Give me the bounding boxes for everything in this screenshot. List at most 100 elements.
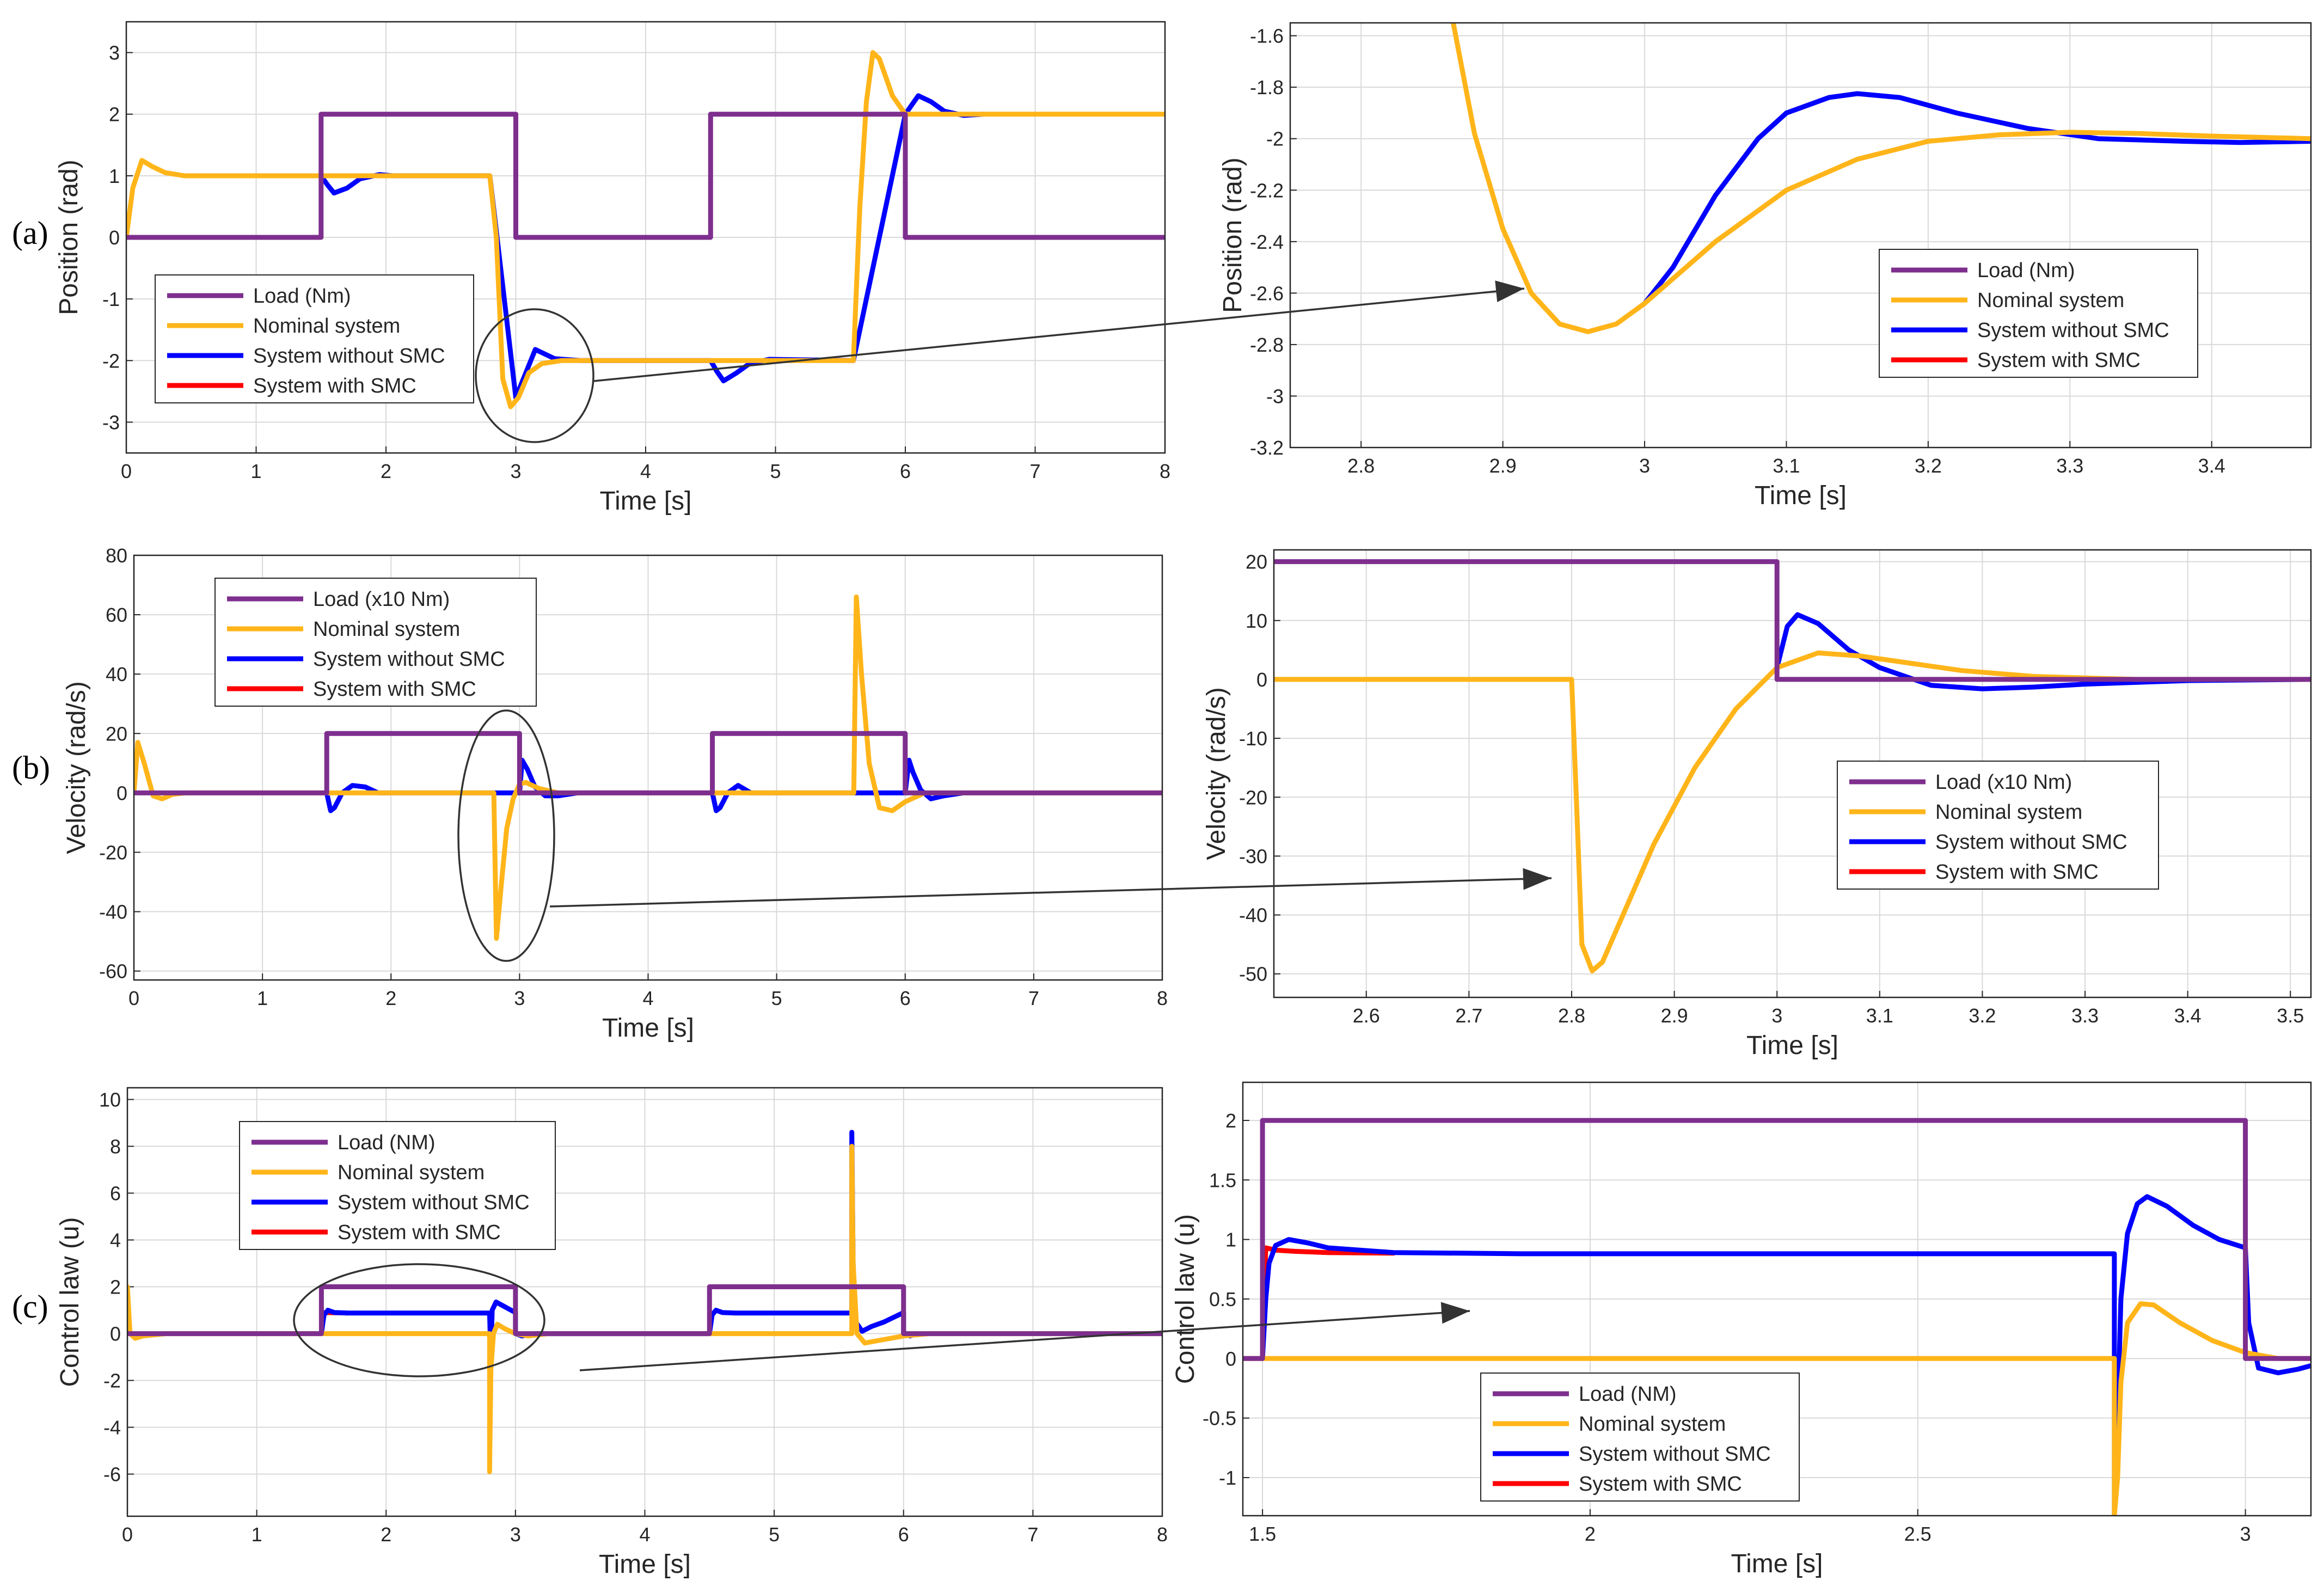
- y-tick-label: 60: [106, 604, 127, 626]
- x-tick-label: 4: [639, 1523, 650, 1546]
- y-tick-label: 1: [109, 165, 120, 187]
- x-tick-label: 4: [640, 460, 651, 482]
- x-tick-label: 0: [122, 1523, 133, 1546]
- y-tick-label: 80: [106, 544, 127, 567]
- y-tick-label: -3: [102, 411, 120, 433]
- x-tick-label: 7: [1027, 1523, 1038, 1546]
- x-tick-label: 2: [1585, 1523, 1596, 1545]
- series-group: [1274, 559, 2311, 973]
- x-tick-label: 3.5: [2277, 1004, 2304, 1027]
- y-tick-label: -1.8: [1250, 76, 1284, 99]
- y-tick-label: -2: [102, 350, 120, 372]
- y-tick-label: 20: [1246, 551, 1267, 573]
- y-axis-label: Control law (u): [56, 1217, 84, 1387]
- x-tick-label: 1: [257, 987, 268, 1009]
- legend-entry: System with SMC: [1579, 1473, 1742, 1496]
- x-tick-label: 6: [898, 1523, 909, 1546]
- y-tick-label: -6: [103, 1463, 121, 1486]
- legend: Load (NM) Nominal system System without SM…: [239, 1121, 556, 1250]
- series-group: [127, 1130, 1162, 1474]
- legend-entry: Nominal system: [338, 1161, 485, 1184]
- y-tick-label: 10: [1246, 610, 1267, 632]
- arrow-head: [1495, 280, 1524, 303]
- zoom-arrow: [549, 877, 1552, 908]
- x-tick-label: 0: [128, 987, 139, 1009]
- series-load-nm-: [127, 1284, 1162, 1337]
- legend: Load (NM) Nominal system System without SM…: [1480, 1373, 1800, 1502]
- y-axis-label: Position (rad): [1218, 157, 1247, 313]
- y-tick-label: -3: [1266, 385, 1284, 407]
- zoom-arrow: [579, 1310, 1470, 1371]
- x-tick-label: 6: [900, 460, 911, 482]
- x-tick-label: 5: [770, 460, 781, 482]
- chart-a_zoom: 2.8 2.9 3 3.1 3.2 3.3 3.4 -3.2 -3 -2.8 -2.6 -2.4 -2.…: [1218, 22, 2312, 510]
- y-tick-label: 0.5: [1209, 1288, 1236, 1310]
- x-axis-label: Time [s]: [1731, 1549, 1823, 1578]
- legend-entry: Load (Nm): [253, 285, 351, 308]
- y-tick-label: -3.2: [1250, 437, 1284, 459]
- y-tick-label: -4: [103, 1417, 121, 1439]
- x-tick-label: 2.7: [1455, 1004, 1482, 1027]
- legend-entry: Nominal system: [1977, 289, 2124, 312]
- series-load-nm-: [126, 112, 1165, 240]
- legend: Load (x10 Nm) Nominal system System withou…: [1837, 761, 2159, 890]
- chart-b_full: 0 1 2 3 4 5 6 7 8 -60 -40 -20 0 20 40 60 80 Time [s] Veloc…: [62, 544, 1168, 1043]
- y-tick-label: 0: [109, 226, 120, 249]
- legend-entry: System without SMC: [338, 1191, 530, 1214]
- y-tick-label: -60: [99, 960, 127, 983]
- y-tick-label: -30: [1239, 845, 1267, 867]
- x-tick-label: 3: [1639, 455, 1650, 477]
- x-tick-label: 3: [510, 460, 521, 482]
- y-tick-label: 2: [1225, 1110, 1236, 1132]
- legend-entry: Nominal system: [253, 315, 400, 338]
- axes-box: [1289, 22, 2312, 449]
- legend-entry: System without SMC: [1977, 319, 2169, 342]
- x-tick-label: 3: [510, 1523, 521, 1546]
- y-tick-label: 0: [1225, 1347, 1236, 1370]
- series-load-nm-: [1243, 1118, 2311, 1361]
- x-tick-label: 3.3: [2071, 1004, 2099, 1027]
- chart-a_full: 0 1 2 3 4 5 6 7 8 -3 -2 -1 0 1 2 3 Time [s] Position (rad…: [54, 21, 1170, 516]
- arrow-head: [1440, 1302, 1470, 1324]
- legend-entry: System without SMC: [313, 648, 505, 671]
- x-tick-label: 8: [1157, 987, 1168, 1009]
- chart-b_zoom: 2.6 2.7 2.8 2.9 3 3.1 3.2 3.3 3.4 3.5 -50 -40 -30 -20…: [1202, 549, 2312, 1060]
- legend-entry: System without SMC: [1579, 1443, 1771, 1466]
- x-tick-label: 5: [771, 987, 782, 1009]
- x-tick-label: 8: [1160, 460, 1170, 482]
- y-tick-label: 3: [109, 42, 120, 64]
- series-system-with-smc: [1260, 1245, 1396, 1361]
- y-axis-label: Velocity (rad/s): [1202, 687, 1231, 860]
- y-tick-label: -10: [1239, 727, 1267, 750]
- legend-entry: System with SMC: [1935, 861, 2099, 884]
- y-tick-label: -1: [1219, 1467, 1236, 1489]
- x-tick-label: 1: [250, 460, 261, 482]
- y-tick-label: -2: [1266, 128, 1284, 150]
- legend-entry: Load (x10 Nm): [313, 588, 450, 611]
- x-tick-label: 2: [381, 1523, 391, 1546]
- y-tick-label: 1: [1225, 1229, 1236, 1251]
- chart-c_zoom: 1.5 2 2.5 3 -1 -0.5 0 0.5 1 1.5 2 Time [s] Control l…: [1171, 1081, 2312, 1578]
- x-tick-label: 3.1: [1773, 455, 1800, 477]
- zoom-ellipse-b: [457, 709, 555, 962]
- annotations-layer: [293, 280, 1552, 1377]
- x-tick-label: 3.2: [1969, 1004, 1996, 1027]
- legend-entry: Load (NM): [1579, 1383, 1677, 1406]
- series-system-without-smc: [1642, 91, 2311, 306]
- legend-entry: Load (Nm): [1977, 259, 2075, 282]
- y-tick-label: 0: [1256, 669, 1267, 691]
- y-tick-label: 4: [110, 1229, 121, 1252]
- y-tick-label: -50: [1239, 963, 1267, 985]
- series-load-x10-nm-: [1274, 559, 2311, 682]
- x-tick-label: 6: [900, 987, 911, 1009]
- y-tick-label: -20: [99, 841, 127, 863]
- panel-label-c: (c): [12, 1289, 48, 1325]
- x-tick-label: 2.5: [1904, 1523, 1931, 1545]
- zoom-ellipse-c: [293, 1263, 545, 1377]
- y-tick-label: -2.4: [1250, 231, 1284, 253]
- legend: Load (Nm) Nominal system System without SM…: [1879, 249, 2198, 378]
- y-tick-label: 10: [99, 1089, 121, 1111]
- x-tick-label: 3: [2240, 1523, 2251, 1545]
- x-tick-label: 3.1: [1866, 1004, 1893, 1027]
